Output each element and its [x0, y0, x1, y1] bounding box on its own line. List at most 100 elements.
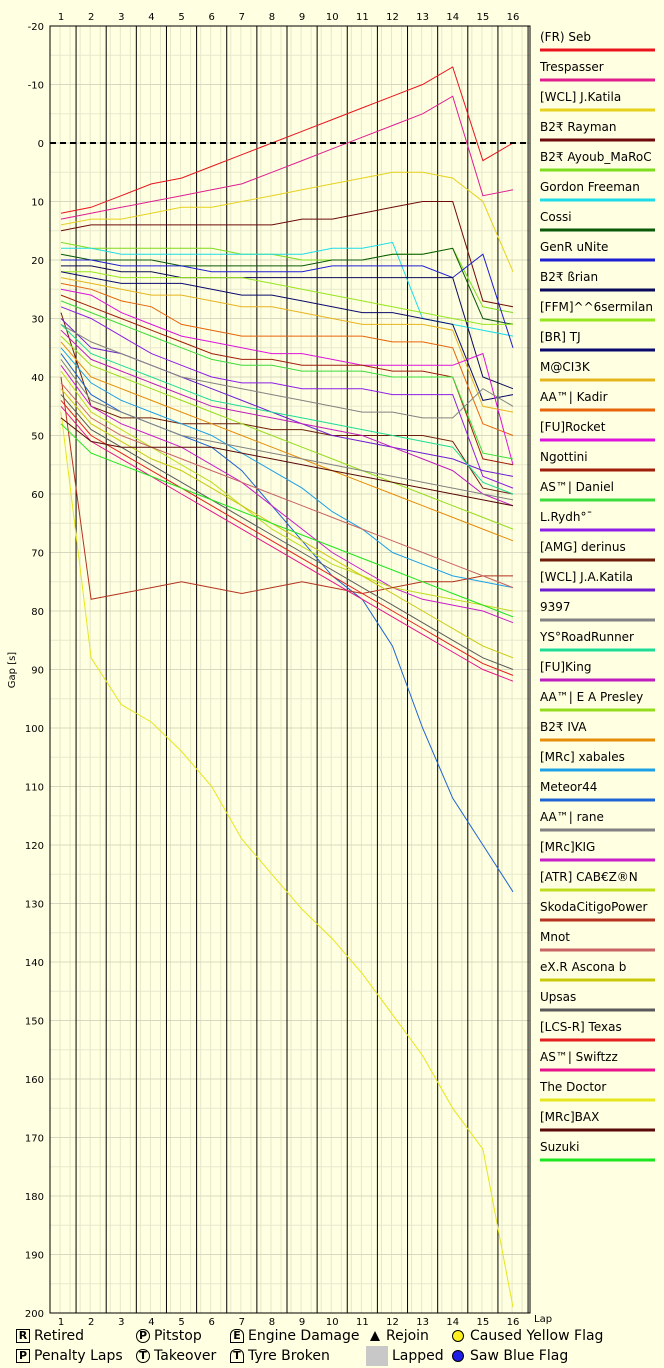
y-tick-label: 20	[31, 256, 44, 267]
series-line	[60, 95, 514, 220]
x-tick-label-top: 13	[416, 12, 429, 23]
y-tick-label: 160	[25, 1075, 44, 1086]
y-tick-label: 140	[25, 958, 44, 969]
legend-penalty: P Penalty Laps	[16, 1348, 123, 1364]
series-line	[60, 171, 514, 272]
y-tick-label: 200	[25, 1309, 44, 1320]
legend-rejoin-label: Rejoin	[386, 1328, 429, 1344]
series-line	[60, 247, 514, 325]
series-line	[60, 412, 514, 1308]
legend-entry: SkodaCitigoPower	[540, 900, 648, 914]
legend-entry: Cossi	[540, 210, 572, 224]
lapped-icon	[366, 1346, 388, 1366]
legend-engine-label: Engine Damage	[248, 1328, 360, 1344]
legend-entry: B2₹ IVA	[540, 720, 587, 734]
x-tick-label-top: 9	[299, 12, 305, 23]
engine-damage-icon: E	[230, 1329, 244, 1343]
x-tick-label: 11	[356, 1317, 369, 1325]
x-tick-label-top: 10	[326, 12, 339, 23]
legend-entry: AS™| Swiftzz	[540, 1050, 618, 1064]
series-line	[60, 66, 514, 214]
series-line	[60, 405, 514, 682]
legend-blue-label: Saw Blue Flag	[470, 1348, 569, 1364]
series-line	[60, 423, 514, 618]
x-tick-label: 8	[269, 1317, 275, 1325]
x-tick-label-top: 3	[118, 12, 124, 23]
y-tick-label: 10	[31, 198, 44, 209]
series-line	[60, 335, 514, 530]
legend-entry: [BR] TJ	[540, 330, 581, 344]
x-tick-label: 6	[208, 1317, 214, 1325]
series-line	[60, 347, 514, 589]
series-line	[60, 370, 514, 612]
legend-entry: Ngottini	[540, 450, 588, 464]
series-line	[60, 376, 513, 600]
legend-retired-label: Retired	[34, 1328, 85, 1344]
x-axis-label: Lap	[534, 1314, 552, 1325]
tyre-broken-icon: T	[230, 1349, 244, 1363]
legend-entry: AA™| Kadir	[540, 390, 608, 404]
x-tick-label: 15	[476, 1317, 489, 1325]
x-tick-label-top: 11	[356, 12, 369, 23]
legend-entry: [MRc] xabales	[540, 750, 625, 764]
legend-entry: AA™| E A Presley	[540, 690, 643, 704]
series-line	[60, 365, 514, 624]
rejoin-icon	[370, 1331, 380, 1341]
legend-entry: [MRc]KIG	[540, 840, 595, 854]
legend-takeover: T Takeover	[136, 1348, 216, 1364]
x-tick-label-top: 7	[239, 12, 245, 23]
series-line	[60, 400, 514, 676]
legend-penalty-label: Penalty Laps	[34, 1348, 123, 1364]
legend-yellow: Caused Yellow Flag	[452, 1328, 603, 1344]
x-tick-label: 4	[148, 1317, 154, 1325]
chart-axes: -20-100102030405060708090100110120130140…	[25, 12, 531, 1325]
y-axis-label: Gap [s]	[7, 652, 18, 689]
x-tick-label-top: 16	[507, 12, 520, 23]
legend-pitstop-label: Pitstop	[154, 1328, 202, 1344]
legend-entry: M@CI3K	[540, 360, 591, 374]
y-tick-label: 190	[25, 1251, 44, 1262]
series-line	[60, 277, 514, 413]
series-line	[60, 382, 514, 589]
x-tick-label-top: 14	[446, 12, 459, 23]
retired-icon: R	[16, 1329, 30, 1343]
x-tick-label: 13	[416, 1317, 429, 1325]
series-line	[61, 265, 514, 390]
y-tick-label: 110	[25, 783, 44, 794]
legend-tyre: T Tyre Broken	[230, 1348, 330, 1364]
series-line	[61, 271, 513, 325]
legend-entry: YS°RoadRunner	[539, 630, 634, 644]
legend-entry: AA™| rane	[540, 810, 604, 824]
x-tick-label: 3	[118, 1317, 124, 1325]
legend-entry: [AMG] derinus	[540, 540, 626, 554]
x-tick-label: 12	[386, 1317, 399, 1325]
legend-entry: B2₹ Ayoub_MaRoC	[540, 150, 652, 164]
series-line	[60, 288, 514, 465]
legend-entry: B2₹ ßrian	[540, 270, 598, 284]
legend-entry: 9397	[540, 600, 571, 614]
y-tick-label: -10	[28, 81, 44, 92]
y-tick-label: 150	[25, 1017, 44, 1028]
y-tick-label: 120	[25, 841, 44, 852]
legend-entry: eX.R Ascona b	[540, 960, 626, 974]
legend-entry: Suzuki	[540, 1140, 579, 1154]
gap-chart: -20-100102030405060708090100110120130140…	[7, 12, 655, 1325]
y-tick-label: 30	[31, 315, 44, 326]
x-tick-label-top: 4	[148, 12, 154, 23]
chart-legend: (FR) Seb Trespasser [WCL] J.Katila B2₹ Raym…	[539, 30, 655, 1162]
y-tick-label: 70	[31, 549, 44, 560]
series-line	[60, 329, 514, 507]
x-tick-label-top: 8	[269, 12, 275, 23]
x-tick-label: 2	[88, 1317, 94, 1325]
legend-tyre-label: Tyre Broken	[248, 1348, 330, 1364]
bottom-legend: R Retired P Penalty Laps P Pitstop T Takeove…	[0, 1325, 664, 1368]
legend-entry: Mnot	[540, 930, 570, 944]
y-tick-label: 50	[31, 432, 44, 443]
series-line	[60, 394, 514, 670]
legend-pitstop: P Pitstop	[136, 1328, 202, 1344]
x-tick-label-top: 15	[476, 12, 489, 23]
x-tick-label-top: 5	[178, 12, 184, 23]
series-line	[60, 300, 514, 460]
legend-entry: [WCL] J.A.Katila	[540, 570, 633, 584]
x-tick-label-top: 6	[208, 12, 214, 23]
